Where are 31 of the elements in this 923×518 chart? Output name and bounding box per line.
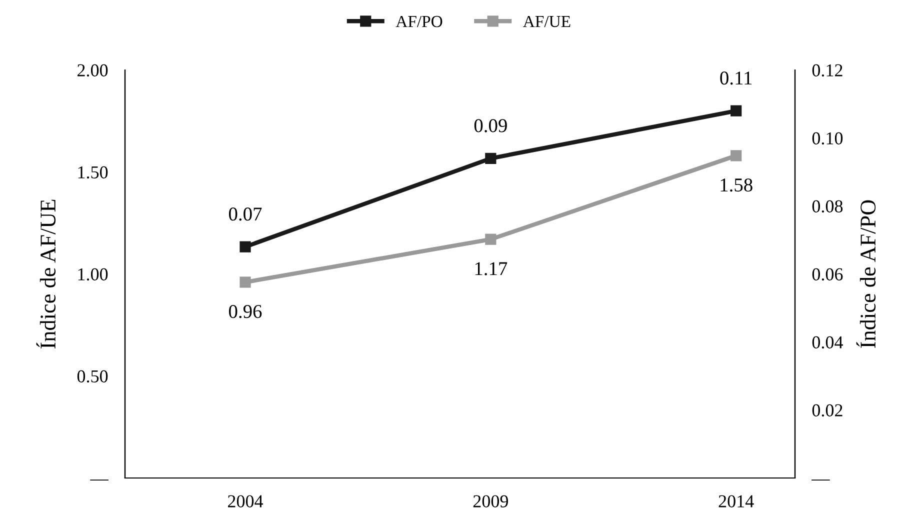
point: [730, 150, 742, 162]
y2-tick-label: 0.02: [812, 404, 842, 417]
x-tick-label: 2004: [228, 495, 264, 508]
data-label: 1.58: [720, 178, 752, 192]
point: [485, 234, 496, 245]
y2-tick-label: 0.08: [812, 200, 843, 213]
data-label: 0.09: [474, 119, 507, 132]
y2-tick-label: 0.06: [812, 268, 843, 281]
y-axis-title: Índice de AF/UE: [36, 200, 56, 348]
y2-tick-label: 0.12: [812, 64, 842, 77]
y2-axis-title: Índice de AF/PO: [856, 200, 876, 348]
y2-tick-label: 0.04: [812, 336, 843, 349]
point: [240, 276, 251, 288]
y-tick-label: 1.00: [78, 268, 108, 281]
data-label: 0.11: [720, 72, 752, 85]
legend-label: AF/UE: [523, 16, 570, 28]
y2-tick-label: —: [812, 480, 830, 481]
point: [485, 152, 496, 164]
legend-label: AF/PO: [396, 16, 442, 28]
data-label: 0.07: [228, 208, 262, 221]
data-label: 0.96: [228, 304, 262, 318]
y-tick-label: —: [90, 480, 108, 481]
y-tick-label: 1.50: [78, 166, 108, 179]
data-label: 1.17: [475, 262, 508, 276]
point: [240, 241, 251, 252]
x-tick-label: 2009: [473, 495, 508, 508]
point: [730, 105, 742, 116]
y2-tick-label: 0.10: [812, 132, 843, 145]
y-tick-label: 2.00: [78, 64, 108, 77]
x-tick-label: 2014: [718, 495, 754, 508]
y-tick-label: 0.50: [77, 370, 108, 383]
